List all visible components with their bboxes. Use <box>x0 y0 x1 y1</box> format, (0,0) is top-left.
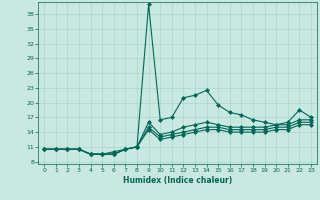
X-axis label: Humidex (Indice chaleur): Humidex (Indice chaleur) <box>123 176 232 185</box>
